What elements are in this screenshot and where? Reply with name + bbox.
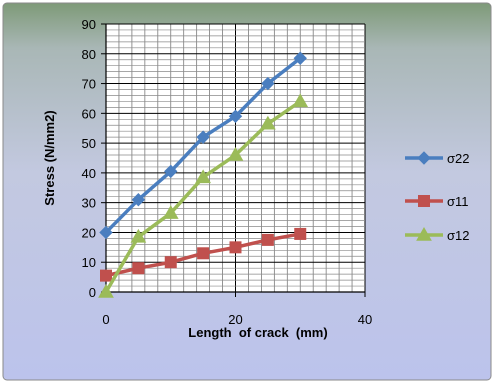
legend-marker [416, 226, 432, 241]
data-point [294, 227, 307, 240]
series-2 [100, 227, 307, 282]
legend-item: σ12 [405, 226, 469, 243]
legend: σ22 σ11 σ12 [405, 151, 469, 243]
legend-label: σ22 [447, 151, 469, 166]
data-point [100, 269, 112, 282]
data-point [229, 241, 242, 254]
data-point [227, 147, 244, 161]
y-tick-label: 40 [82, 166, 96, 181]
data-point [130, 228, 147, 243]
data-point [164, 164, 178, 179]
data-point [99, 225, 113, 240]
x-axis-title: Length of crack (mm) [188, 325, 327, 340]
x-tick-label: 20 [228, 312, 242, 327]
data-point [196, 130, 210, 144]
y-axis-title: Stress (N/mm2) [42, 110, 57, 205]
legend-marker [418, 195, 430, 207]
y-tick-label: 70 [82, 77, 96, 92]
y-tick-label: 10 [82, 255, 96, 270]
legend-label: σ11 [447, 194, 469, 209]
legend-label: σ12 [447, 228, 469, 243]
data-point [195, 169, 211, 184]
legend-item: σ11 [405, 194, 469, 209]
series-1 [99, 51, 307, 240]
y-tick-label: 80 [82, 47, 96, 62]
data-point [292, 93, 309, 108]
y-tick-label: 90 [82, 17, 96, 32]
legend-marker [417, 151, 431, 165]
y-tick-label: 30 [82, 196, 96, 211]
data-point [164, 256, 177, 269]
data-series [98, 51, 309, 298]
y-tick-label: 0 [89, 285, 96, 300]
y-tick-label: 20 [82, 225, 96, 240]
data-point [98, 283, 114, 298]
y-tick-label: 60 [82, 106, 96, 121]
y-tick-label: 50 [82, 136, 96, 151]
data-point [197, 247, 210, 260]
x-tick-label: 40 [358, 312, 372, 327]
data-point [293, 51, 307, 65]
data-point [228, 109, 243, 124]
tick-labels: 0 10 20 30 40 50 60 70 80 90 0 20 40 [82, 17, 373, 327]
data-point [260, 115, 276, 130]
data-point [162, 205, 179, 219]
data-point [132, 262, 145, 275]
axes [101, 23, 366, 297]
data-point [261, 76, 275, 91]
legend-item: σ22 [405, 151, 469, 166]
series-3 [98, 93, 309, 298]
data-point [261, 233, 274, 246]
x-tick-label: 0 [102, 312, 109, 327]
data-point [131, 192, 146, 207]
